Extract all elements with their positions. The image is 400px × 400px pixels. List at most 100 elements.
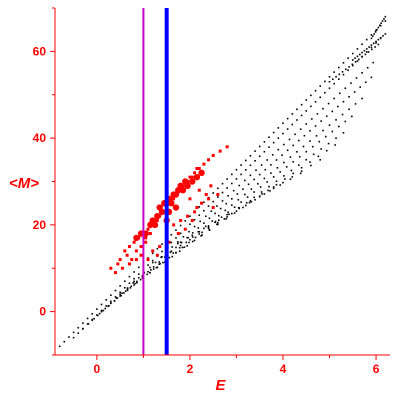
data-point — [365, 81, 367, 84]
data-point — [195, 206, 199, 210]
data-point — [147, 270, 149, 273]
data-point — [263, 141, 266, 143]
data-point — [348, 96, 350, 98]
data-point — [281, 154, 283, 156]
data-point — [195, 166, 199, 170]
data-point — [314, 89, 317, 92]
data-point — [91, 312, 94, 315]
data-point — [235, 168, 238, 171]
data-point — [72, 331, 75, 334]
data-point — [148, 232, 152, 236]
data-point — [272, 141, 275, 144]
data-point — [211, 153, 215, 157]
data-point — [328, 80, 331, 83]
data-point — [204, 225, 207, 228]
data-point — [114, 296, 117, 298]
data-point — [377, 38, 380, 41]
data-point — [183, 246, 186, 248]
data-point — [182, 235, 185, 238]
data-point — [203, 209, 205, 212]
data-point — [199, 220, 201, 223]
data-point — [124, 290, 127, 292]
data-point — [260, 164, 263, 166]
data-point — [257, 182, 259, 185]
data-point — [291, 123, 294, 126]
data-point — [270, 164, 272, 166]
data-point — [169, 251, 172, 254]
data-point — [305, 99, 308, 101]
data-point — [263, 177, 266, 180]
data-point — [217, 196, 219, 198]
data-point — [368, 46, 370, 48]
data-point — [86, 317, 89, 320]
data-point — [261, 193, 263, 195]
data-point — [179, 244, 182, 247]
data-point — [272, 187, 275, 190]
data-point — [144, 240, 148, 244]
data-point — [171, 255, 174, 258]
data-point — [275, 159, 278, 161]
data-point — [327, 102, 330, 105]
data-point — [338, 92, 341, 95]
data-point — [322, 129, 324, 132]
data-point — [378, 24, 381, 27]
data-point — [359, 86, 362, 88]
data-point — [189, 238, 191, 241]
data-point — [132, 282, 134, 284]
data-point — [193, 171, 197, 175]
data-point — [134, 249, 138, 253]
data-point — [300, 166, 303, 169]
data-point — [255, 169, 257, 171]
data-point — [238, 184, 241, 187]
data-point — [167, 240, 171, 244]
data-point — [162, 261, 164, 264]
data-point — [286, 128, 289, 130]
data-point — [126, 289, 129, 292]
data-point — [260, 191, 263, 193]
data-point — [310, 164, 312, 167]
data-point — [365, 38, 368, 41]
data-point — [188, 197, 192, 201]
data-point — [305, 158, 308, 161]
data-point — [305, 123, 308, 125]
data-point — [305, 110, 308, 112]
data-point — [249, 174, 252, 177]
data-point — [136, 280, 138, 283]
data-point — [249, 164, 252, 167]
data-point — [161, 256, 163, 258]
data-point — [288, 138, 291, 141]
data-point — [170, 233, 173, 236]
data-point — [154, 213, 161, 220]
data-point — [96, 314, 98, 316]
data-point — [108, 304, 110, 307]
data-point — [370, 34, 373, 36]
data-point — [100, 309, 103, 312]
data-point — [370, 37, 373, 40]
data-point — [146, 227, 150, 231]
data-point — [207, 226, 210, 229]
data-point — [341, 71, 344, 73]
data-point — [227, 194, 229, 197]
y-tick-label: 0 — [39, 305, 46, 319]
data-point — [144, 236, 148, 240]
data-point — [366, 66, 369, 69]
data-point — [354, 103, 357, 105]
data-point — [235, 178, 238, 180]
data-point — [296, 119, 298, 121]
data-point — [120, 294, 122, 297]
data-point — [203, 201, 205, 204]
data-point — [170, 241, 173, 244]
data-point — [258, 145, 261, 148]
data-point — [348, 108, 350, 111]
data-point — [137, 276, 140, 279]
data-point — [225, 145, 229, 149]
data-point — [318, 140, 321, 143]
data-point — [226, 178, 228, 180]
data-point — [338, 73, 341, 76]
data-point — [198, 214, 201, 217]
data-point — [212, 192, 214, 194]
data-point — [119, 285, 121, 287]
data-point — [240, 201, 242, 203]
data-point — [356, 60, 359, 62]
